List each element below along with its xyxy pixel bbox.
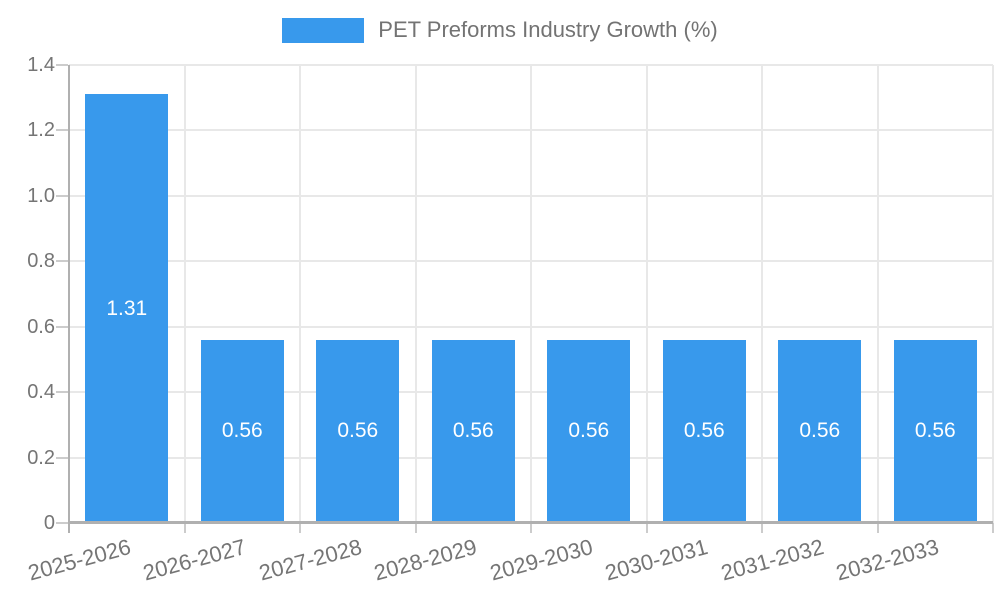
y-tick	[56, 456, 68, 459]
x-axis-category-label: 2032-2033	[833, 534, 942, 586]
bar-value-label: 0.56	[683, 419, 725, 443]
v-gridline	[183, 65, 186, 523]
x-axis-category-label: 2025-2026	[24, 534, 133, 586]
x-axis-category-label: 2026-2027	[140, 534, 249, 586]
y-axis-tick-label: 0.2	[27, 446, 55, 469]
y-tick	[56, 325, 68, 328]
bar	[200, 339, 284, 523]
bar	[662, 339, 746, 523]
x-tick	[876, 523, 879, 533]
v-gridline	[876, 65, 879, 523]
bar	[85, 94, 169, 523]
x-tick	[992, 523, 994, 533]
bar	[547, 339, 631, 523]
y-tick	[56, 522, 68, 524]
y-axis-tick-label: 0.6	[27, 315, 55, 338]
bar	[893, 339, 977, 523]
y-tick	[56, 64, 68, 66]
y-axis-tick-label: 0.8	[27, 250, 55, 273]
v-gridline	[645, 65, 648, 523]
bar	[431, 339, 515, 523]
v-gridline	[992, 65, 994, 523]
bar-value-label: 0.56	[568, 419, 610, 443]
legend: PET Preforms Industry Growth (%)	[0, 16, 1000, 44]
x-axis-category-label: 2031-2032	[717, 534, 826, 586]
bar-value-label: 0.56	[799, 419, 841, 443]
v-gridline	[299, 65, 301, 523]
legend-label: PET Preforms Industry Growth (%)	[378, 17, 718, 42]
bar-value-label: 0.56	[914, 419, 956, 443]
legend-swatch	[282, 17, 365, 43]
x-axis-category-label: 2030-2031	[602, 534, 711, 586]
x-tick	[299, 523, 301, 533]
y-tick	[56, 391, 68, 394]
bar-value-label: 0.56	[221, 419, 263, 443]
x-axis-category-label: 2027-2028	[255, 534, 364, 586]
y-tick	[56, 260, 68, 263]
x-tick	[761, 523, 763, 533]
x-tick	[645, 523, 648, 533]
bar-value-label: 0.56	[337, 419, 379, 443]
y-axis-tick-label: 0	[43, 512, 55, 534]
y-tick	[56, 194, 68, 197]
y-tick	[56, 129, 68, 132]
plot-area: 0 0.2 0.4 0.6 0.8 1.0 1.2 1.4 1.31 2025-2026 0.56 2…	[25, 54, 994, 585]
x-axis-category-label: 2029-2030	[486, 534, 595, 586]
v-gridline	[530, 65, 532, 523]
v-gridline	[414, 65, 417, 523]
bar-value-label: 1.31	[106, 296, 148, 320]
bar	[316, 339, 400, 523]
y-axis-tick-label: 0.4	[27, 381, 55, 404]
v-gridline	[761, 65, 763, 523]
bar	[778, 339, 862, 523]
y-axis-tick-label: 1.4	[27, 54, 55, 76]
y-axis-tick-label: 1.2	[27, 119, 55, 142]
x-axis-line	[69, 521, 993, 524]
x-tick	[414, 523, 417, 533]
x-tick	[530, 523, 532, 533]
y-axis-tick-label: 1.0	[27, 184, 55, 207]
x-axis-category-label: 2028-2029	[371, 534, 480, 586]
bar-value-label: 0.56	[452, 419, 494, 443]
legend-item[interactable]: PET Preforms Industry Growth (%)	[282, 16, 718, 44]
x-tick	[183, 523, 186, 533]
y-axis-line	[68, 65, 70, 533]
